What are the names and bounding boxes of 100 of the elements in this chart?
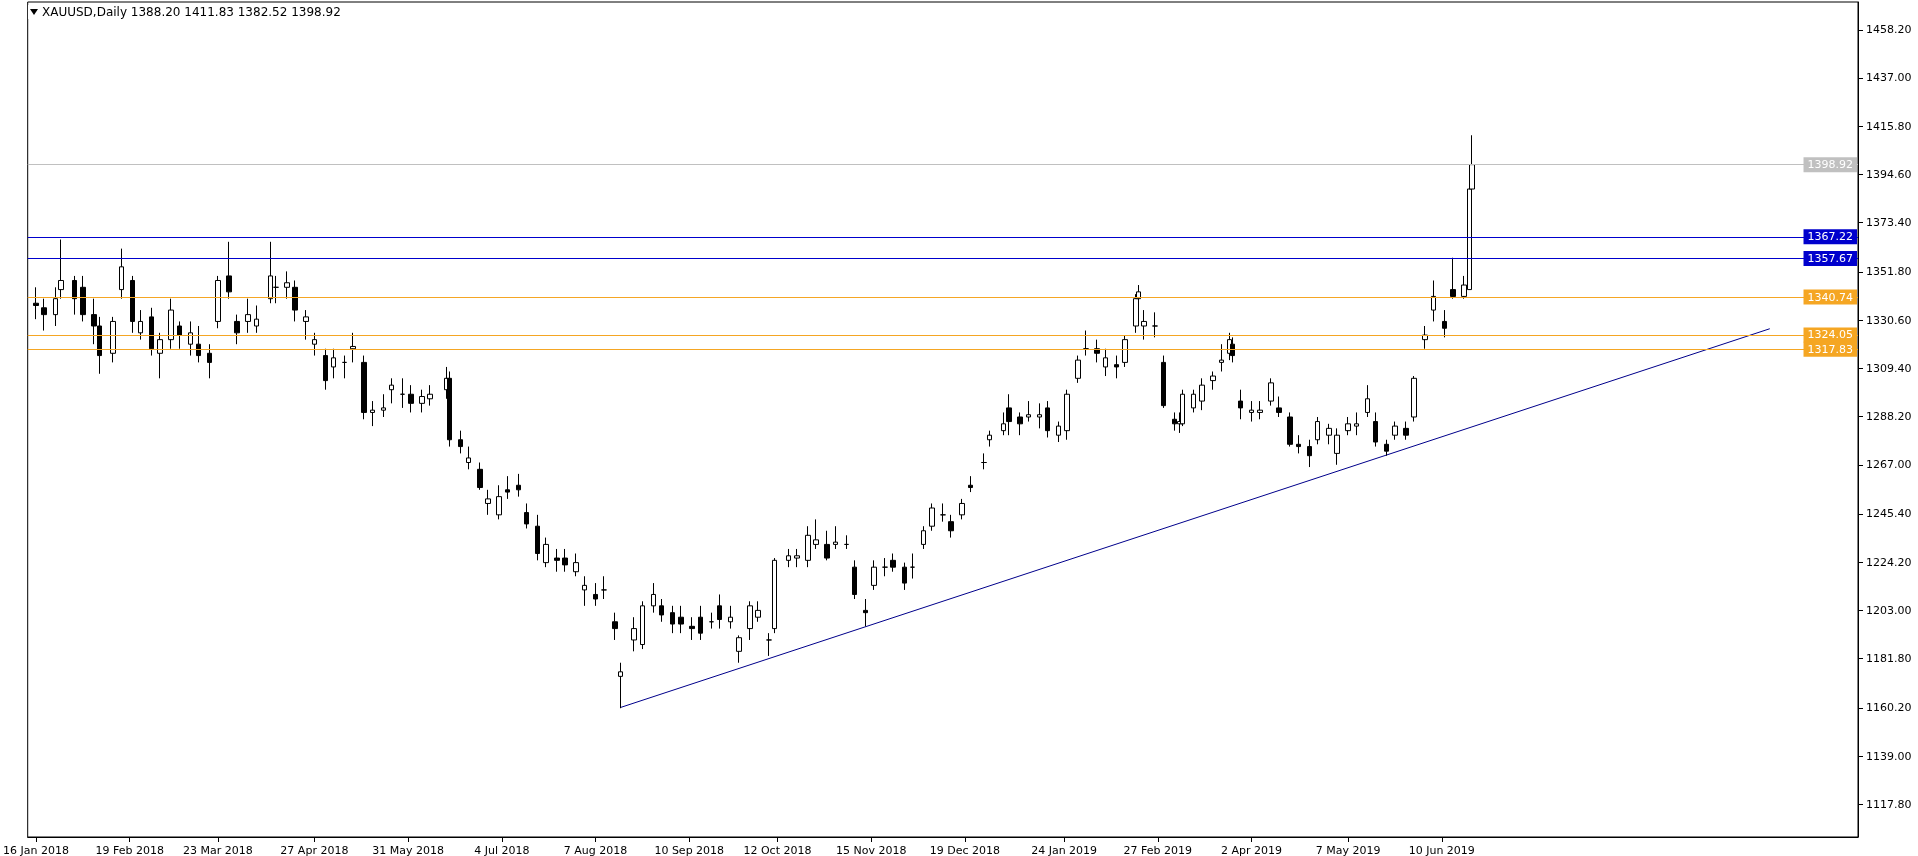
candlestick	[1045, 400, 1050, 438]
candlestick	[535, 514, 540, 561]
candlestick	[1230, 336, 1235, 363]
x-tick-label: 10 Jun 2019	[1408, 844, 1475, 856]
candlestick	[852, 559, 857, 600]
candlestick	[1345, 416, 1351, 436]
candlestick	[72, 275, 77, 316]
candlestick	[1037, 402, 1042, 429]
y-tick-label: 1351.80	[1866, 265, 1912, 279]
candlestick	[670, 605, 675, 634]
candlestick	[1431, 279, 1436, 322]
candlestick	[1365, 384, 1370, 418]
candlestick	[890, 553, 896, 573]
candlestick	[651, 582, 656, 614]
candlestick	[215, 275, 221, 329]
candlestick	[196, 325, 201, 363]
x-tick-label: 7 Aug 2018	[563, 844, 628, 856]
candlestick	[207, 343, 212, 379]
y-tick-label: 1267.00	[1866, 458, 1912, 472]
candlestick	[505, 475, 510, 500]
y-tick-label: 1415.80	[1866, 119, 1912, 133]
candlestick	[53, 286, 58, 327]
candlestick	[389, 377, 394, 404]
x-tick-label: 27 Feb 2019	[1123, 844, 1193, 856]
candlestick	[419, 389, 425, 413]
candlestick	[312, 332, 317, 357]
candlestick	[303, 309, 309, 341]
candlestick	[477, 462, 483, 491]
candlestick	[640, 600, 645, 650]
x-tick-label: 16 Jan 2018	[2, 844, 69, 856]
x-tick-label: 12 Oct 2018	[743, 844, 812, 856]
candlestick	[516, 473, 521, 498]
candlestick	[582, 575, 587, 607]
y-tick-label: 1309.40	[1866, 361, 1912, 375]
y-tick-label: 1245.40	[1866, 507, 1912, 521]
x-tick-label: 15 Nov 2018	[835, 844, 907, 856]
candlestick	[361, 355, 367, 420]
candlestick	[292, 279, 298, 322]
candlestick	[485, 489, 491, 516]
y-tick-label: 1139.00	[1866, 749, 1912, 763]
candlestick	[1257, 400, 1263, 420]
candlestick	[1191, 389, 1196, 413]
x-tick-label: 10 Sep 2018	[654, 844, 725, 856]
candlestick	[601, 575, 607, 600]
candlestick	[1384, 439, 1389, 457]
candlestick	[929, 502, 935, 532]
candlestick	[1442, 309, 1447, 338]
candlestick	[234, 314, 240, 345]
candlestick	[910, 553, 915, 580]
candlestick	[1334, 427, 1340, 466]
candlestick	[1152, 311, 1158, 338]
x-tick-label: 23 Mar 2018	[183, 844, 253, 856]
candlestick	[323, 348, 328, 391]
candlestick	[987, 430, 992, 448]
candlestick	[1103, 348, 1108, 377]
candlestick	[772, 557, 777, 634]
candlestick	[717, 593, 722, 630]
candlestick	[1199, 377, 1205, 411]
x-tick-label: 7 May 2019	[1315, 844, 1381, 856]
candlestick	[149, 307, 154, 357]
candlestick	[805, 525, 811, 568]
candlestick	[1268, 377, 1274, 407]
y-tick-label: 1224.20	[1866, 555, 1912, 569]
candlestick	[766, 632, 772, 657]
candlestick	[1026, 400, 1031, 423]
candlestick	[554, 548, 560, 573]
candlestick	[254, 305, 259, 334]
y-tick-label: 1181.80	[1866, 652, 1912, 666]
x-tick-label: 4 Jul 2018	[474, 844, 530, 856]
candlestick	[543, 537, 549, 568]
candlestick	[1315, 416, 1320, 445]
candlestick	[110, 316, 116, 363]
candlestick	[408, 384, 414, 413]
candlestick	[959, 498, 965, 520]
candlestick	[871, 559, 877, 591]
x-tick-label: 24 Jan 2019	[1031, 844, 1098, 856]
y-tick-label: 1394.60	[1866, 167, 1912, 181]
candlestick	[562, 548, 568, 573]
candlestick	[1450, 257, 1456, 300]
candlestick	[168, 298, 174, 350]
candlestick	[1307, 439, 1312, 468]
candlestick	[1161, 355, 1166, 409]
chart-title: XAUUSD,Daily 1388.20 1411.83 1382.52 1398.92	[42, 5, 341, 19]
candlestick	[844, 534, 849, 550]
candlestick	[1006, 393, 1012, 436]
candlestick	[1056, 421, 1061, 443]
candlestick	[968, 475, 973, 493]
candlestick	[447, 370, 452, 448]
candlestick	[736, 634, 742, 664]
candlestick	[833, 525, 838, 550]
candlestick	[1354, 411, 1359, 436]
x-tick-label: 19 Dec 2018	[929, 844, 1001, 856]
candlestick	[496, 484, 502, 520]
candlestick	[1083, 330, 1089, 357]
candlestick	[1249, 400, 1254, 423]
candlestick	[466, 446, 471, 470]
candlestick	[458, 430, 463, 454]
candlestick	[1017, 411, 1023, 436]
candlestick	[1141, 309, 1147, 341]
candlestick	[342, 355, 347, 379]
